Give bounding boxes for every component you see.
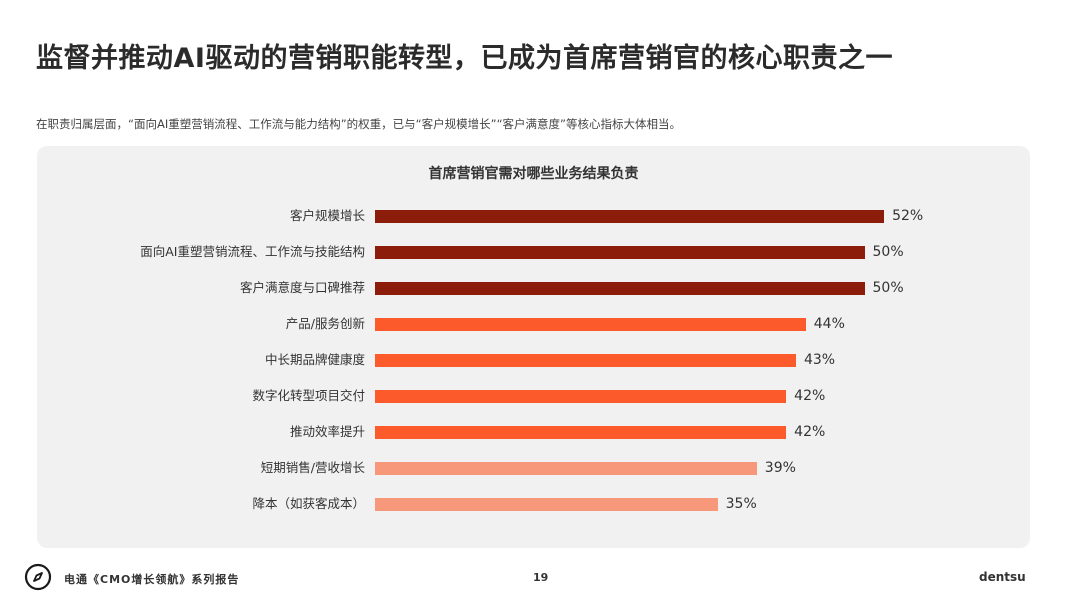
bar-value-label: 42% [794, 424, 826, 440]
bar-row: 降本（如获客成本） 35% [37, 496, 1030, 512]
page-subtitle: 在职责归属层面，“面向AI重塑营销流程、工作流与能力结构”的权重，已与“客户规模… [36, 117, 681, 131]
compass-icon [24, 563, 52, 591]
chart-panel: 首席营销官需对哪些业务结果负责 客户规模增长 52% 面向AI重塑营销流程、工作流与… [37, 146, 1030, 548]
bar-value-label: 39% [764, 460, 796, 476]
bar-row: 客户规模增长 52% [37, 208, 1030, 224]
bar-row: 客户满意度与口碑推荐 50% [37, 280, 1030, 296]
bar-value-label: 52% [892, 208, 924, 224]
bar-row: 中长期品牌健康度 43% [37, 352, 1030, 368]
bar [375, 426, 787, 439]
page-number: 19 [533, 571, 549, 584]
bar-label: 推动效率提升 [289, 424, 365, 439]
bar-row: 面向AI重塑营销流程、工作流与技能结构 50% [37, 244, 1030, 260]
bar [375, 210, 885, 223]
chart-title: 首席营销官需对哪些业务结果负责 [428, 166, 639, 182]
bar-value-label: 50% [872, 280, 904, 296]
bar-row: 短期销售/营收增长 39% [37, 460, 1030, 476]
bar-label: 降本（如获客成本） [252, 496, 365, 511]
bar [375, 390, 787, 403]
bar [375, 246, 865, 259]
footer-report-name: 电通《CMO增长领航》系列报告 [64, 573, 240, 586]
bar [375, 354, 796, 367]
bar-label: 短期销售/营收增长 [260, 460, 365, 475]
bar-label: 中长期品牌健康度 [264, 352, 365, 367]
bar-label: 客户满意度与口碑推荐 [239, 280, 365, 295]
bar-label: 面向AI重塑营销流程、工作流与技能结构 [140, 244, 365, 259]
bar-label: 产品/服务创新 [285, 316, 365, 331]
bar [375, 282, 865, 295]
bar-label: 数字化转型项目交付 [252, 388, 365, 403]
bar-value-label: 42% [794, 388, 826, 404]
bar-row: 推动效率提升 42% [37, 424, 1030, 440]
bar-value-label: 44% [813, 316, 845, 332]
bar-row: 产品/服务创新 44% [37, 316, 1030, 332]
bar [375, 498, 718, 511]
bar [375, 462, 757, 475]
bar-row: 数字化转型项目交付 42% [37, 388, 1030, 404]
bar-value-label: 50% [872, 244, 904, 260]
brand-logo: dentsu [979, 570, 1026, 584]
bar [375, 318, 806, 331]
bar-value-label: 43% [803, 352, 836, 368]
bar-value-label: 35% [725, 496, 757, 512]
bar-label: 客户规模增长 [289, 208, 365, 223]
page-title: 监督并推动AI驱动的营销职能转型，已成为首席营销官的核心职责之一 [36, 43, 893, 74]
